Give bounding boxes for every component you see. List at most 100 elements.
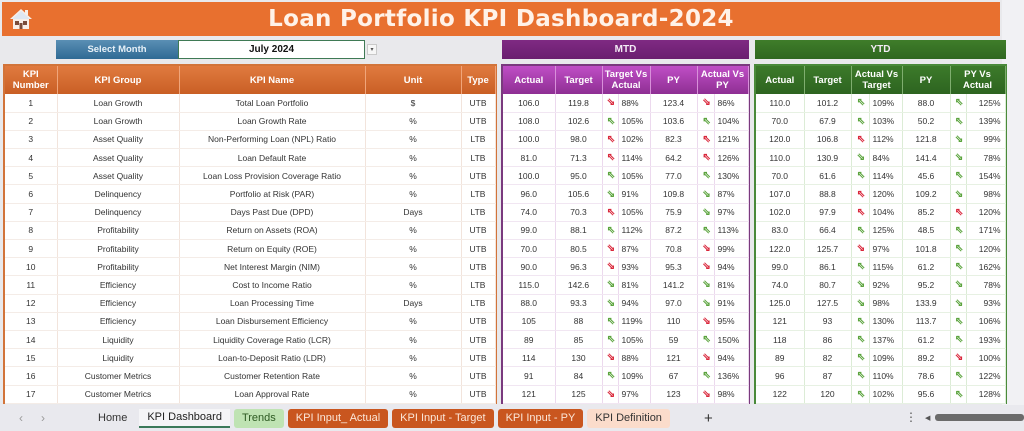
ytd-target-cell[interactable]: 88.8 [804,184,852,204]
ytd-py-vs-actual-cell[interactable]: 122% [966,366,1006,386]
mtd-py-cell[interactable]: 123 [650,385,698,404]
sheet-tab-kpi-input-py[interactable]: KPI Input - PY [497,408,584,428]
mtd-actual-cell[interactable]: 106.0 [503,94,556,113]
mtd-target-cell[interactable]: 95.0 [555,166,603,186]
mtd-target-vs-actual-cell[interactable]: 93% [618,257,651,277]
ytd-actual-cell[interactable]: 99.0 [756,257,805,277]
kpi-type-cell[interactable]: UTB [461,112,496,131]
ytd-actual-vs-target-cell[interactable]: 109% [869,348,903,368]
ytd-actual-cell[interactable]: 110.0 [756,148,805,168]
mtd-py-cell[interactable]: 109.8 [650,184,698,204]
ytd-py-cell[interactable]: 50.2 [902,112,951,131]
ytd-target-cell[interactable]: 61.6 [804,166,852,186]
ytd-actual-vs-target-cell[interactable]: 112% [869,130,903,150]
kpi-unit-cell[interactable]: % [365,239,462,259]
mtd-target-vs-actual-cell[interactable]: 102% [618,130,651,150]
ytd-target-cell[interactable]: 97.9 [804,203,852,222]
kpi-group-cell[interactable]: Delinquency [57,203,180,222]
ytd-py-cell[interactable]: 101.8 [902,239,951,259]
mtd-py-cell[interactable]: 123.4 [650,94,698,113]
mtd-target-cell[interactable]: 80.5 [555,239,603,259]
mtd-actual-vs-py-cell[interactable]: 97% [714,203,749,222]
mtd-actual-cell[interactable]: 105 [503,312,556,331]
kpi-unit-cell[interactable]: % [365,312,462,331]
ytd-py-vs-actual-cell[interactable]: 125% [966,94,1006,113]
ytd-py-cell[interactable]: 121.8 [902,130,951,150]
mtd-target-cell[interactable]: 125 [555,385,603,404]
ytd-target-cell[interactable]: 82 [804,348,852,368]
kpi-name-cell[interactable]: Portfolio at Risk (PAR) [179,184,366,204]
mtd-actual-vs-py-cell[interactable]: 99% [714,239,749,259]
kpi-num-cell[interactable]: 13 [5,312,58,331]
ytd-actual-cell[interactable]: 120.0 [756,130,805,150]
kpi-group-cell[interactable]: Profitability [57,221,180,241]
mtd-py-cell[interactable]: 77.0 [650,166,698,186]
ytd-py-cell[interactable]: 133.9 [902,294,951,313]
ytd-py-vs-actual-cell[interactable]: 93% [966,294,1006,313]
kpi-type-cell[interactable]: LTB [461,184,496,204]
kpi-name-cell[interactable]: Return on Assets (ROA) [179,221,366,241]
add-sheet-button[interactable]: + [703,409,713,427]
sheet-tab-kpi-dashboard[interactable]: KPI Dashboard [139,408,230,428]
mtd-target-vs-actual-cell[interactable]: 91% [618,184,651,204]
ytd-py-vs-actual-cell[interactable]: 154% [966,166,1006,186]
mtd-target-vs-actual-cell[interactable]: 105% [618,330,651,350]
ytd-py-vs-actual-cell[interactable]: 120% [966,203,1006,222]
mtd-actual-vs-py-cell[interactable]: 98% [714,385,749,404]
kpi-name-cell[interactable]: Non-Performing Loan (NPL) Ratio [179,130,366,150]
kpi-name-cell[interactable]: Total Loan Portfolio [179,94,366,113]
kpi-name-cell[interactable]: Loan Processing Time [179,294,366,313]
ytd-actual-cell[interactable]: 107.0 [756,184,805,204]
mtd-target-cell[interactable]: 102.6 [555,112,603,131]
mtd-actual-cell[interactable]: 114 [503,348,556,368]
kpi-name-cell[interactable]: Customer Retention Rate [179,366,366,386]
kpi-unit-cell[interactable]: % [365,221,462,241]
kpi-type-cell[interactable]: UTB [461,385,496,404]
scroll-left-icon[interactable]: ◀ [925,414,931,422]
kpi-group-cell[interactable]: Asset Quality [57,148,180,168]
ytd-target-cell[interactable]: 125.7 [804,239,852,259]
ytd-py-cell[interactable]: 89.2 [902,348,951,368]
mtd-actual-cell[interactable]: 100.0 [503,130,556,150]
kpi-num-cell[interactable]: 6 [5,184,58,204]
kpi-type-cell[interactable]: LTB [461,130,496,150]
kpi-unit-cell[interactable]: $ [365,94,462,113]
mtd-target-vs-actual-cell[interactable]: 88% [618,348,651,368]
sheet-tab-kpi-definition[interactable]: KPI Definition [587,408,670,428]
sheet-tab-kpi-input-target[interactable]: KPI Input - Target [392,408,494,428]
mtd-py-cell[interactable]: 82.3 [650,130,698,150]
kpi-num-cell[interactable]: 9 [5,239,58,259]
ytd-actual-cell[interactable]: 110.0 [756,94,805,113]
kpi-num-cell[interactable]: 16 [5,366,58,386]
mtd-target-vs-actual-cell[interactable]: 105% [618,203,651,222]
mtd-py-cell[interactable]: 67 [650,366,698,386]
mtd-target-cell[interactable]: 96.3 [555,257,603,277]
kpi-unit-cell[interactable]: % [365,112,462,131]
mtd-actual-cell[interactable]: 70.0 [503,239,556,259]
home-icon[interactable] [8,6,34,32]
ytd-actual-vs-target-cell[interactable]: 109% [869,94,903,113]
kpi-group-cell[interactable]: Liquidity [57,330,180,350]
ytd-target-cell[interactable]: 93 [804,312,852,331]
ytd-actual-cell[interactable]: 74.0 [756,275,805,295]
ytd-py-cell[interactable]: 45.6 [902,166,951,186]
mtd-py-cell[interactable]: 95.3 [650,257,698,277]
kpi-num-cell[interactable]: 7 [5,203,58,222]
kpi-group-cell[interactable]: Efficiency [57,312,180,331]
mtd-actual-cell[interactable]: 81.0 [503,148,556,168]
ytd-target-cell[interactable]: 106.8 [804,130,852,150]
mtd-target-cell[interactable]: 70.3 [555,203,603,222]
kpi-group-cell[interactable]: Efficiency [57,294,180,313]
kpi-unit-cell[interactable]: % [365,385,462,404]
more-options-icon[interactable]: ⋮ [905,410,917,424]
ytd-actual-vs-target-cell[interactable]: 104% [869,203,903,222]
ytd-actual-cell[interactable]: 122 [756,385,805,404]
ytd-py-vs-actual-cell[interactable]: 78% [966,275,1006,295]
kpi-group-cell[interactable]: Customer Metrics [57,366,180,386]
kpi-group-cell[interactable]: Customer Metrics [57,385,180,404]
ytd-actual-vs-target-cell[interactable]: 102% [869,385,903,404]
mtd-actual-vs-py-cell[interactable]: 86% [714,94,749,113]
mtd-target-vs-actual-cell[interactable]: 109% [618,366,651,386]
kpi-group-cell[interactable]: Loan Growth [57,112,180,131]
mtd-actual-cell[interactable]: 108.0 [503,112,556,131]
